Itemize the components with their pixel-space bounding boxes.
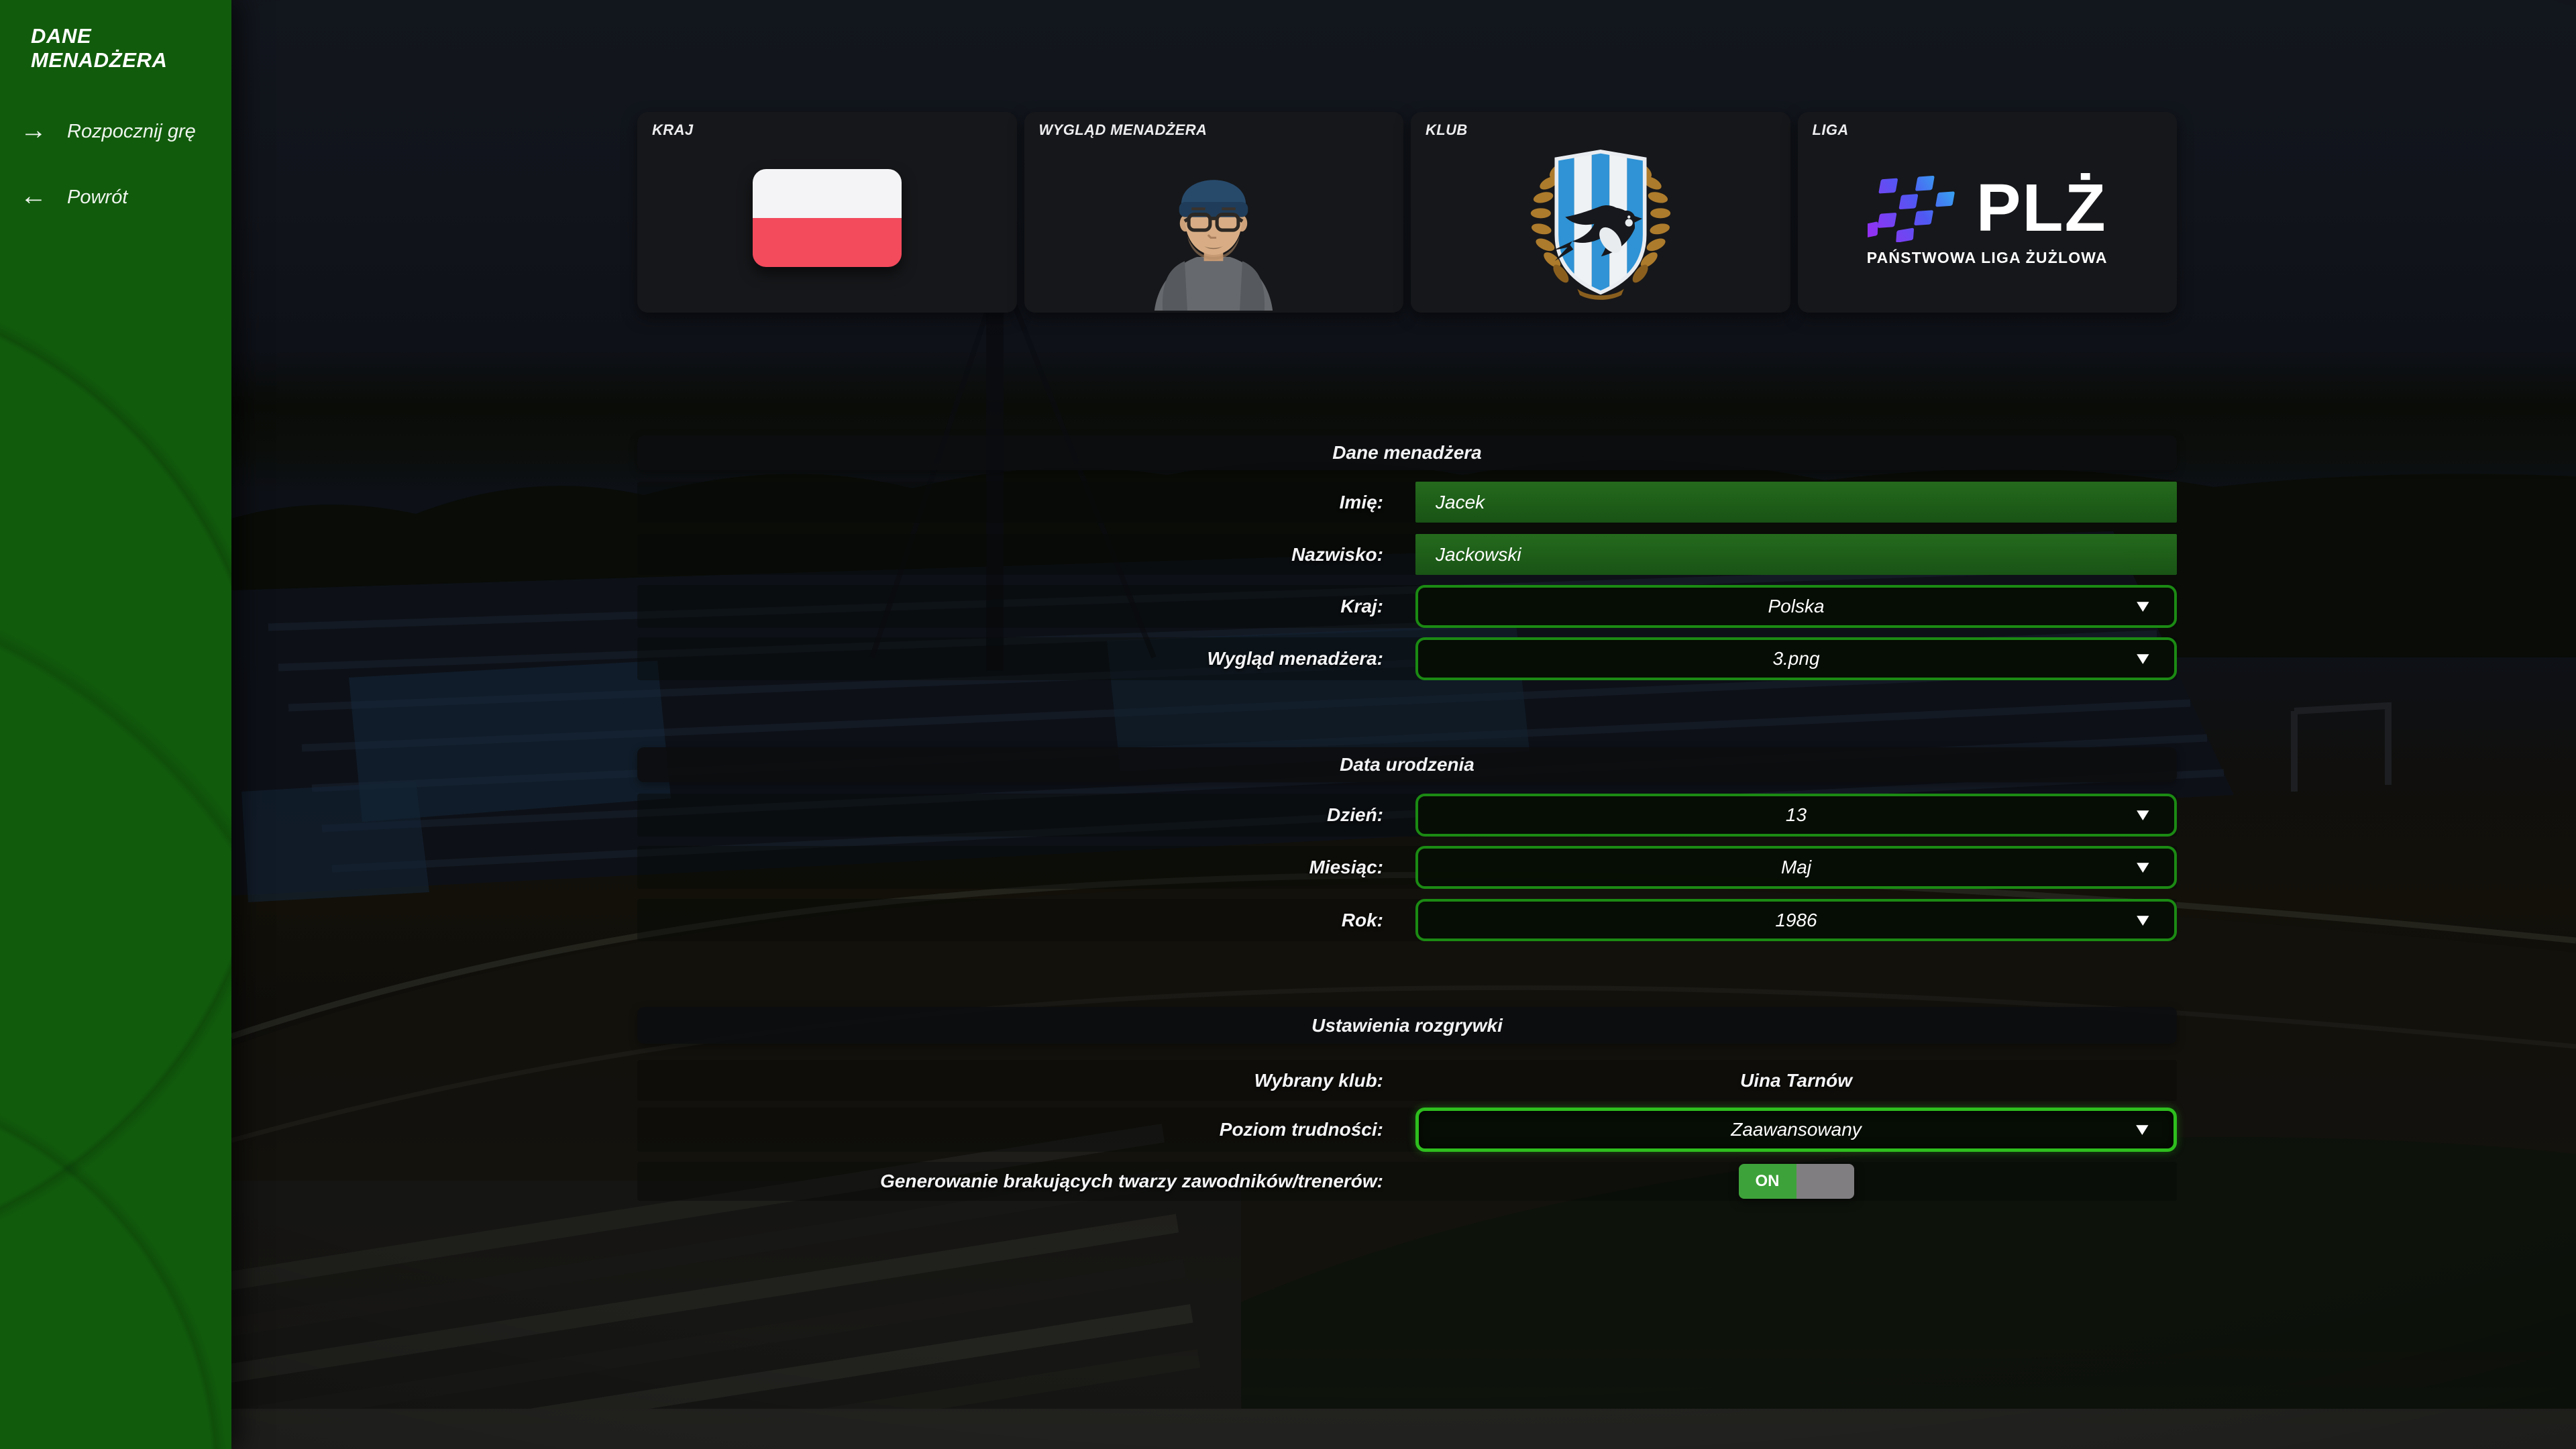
- league-logo-text: PLŻ: [1976, 170, 2107, 246]
- appearance-dropdown[interactable]: 3.png ▼: [1415, 637, 2177, 680]
- plz-checkered-flag-icon: [1867, 176, 1955, 242]
- poland-flag-image: [752, 168, 902, 267]
- first-name-label: Imię:: [1339, 491, 1383, 513]
- row-year: Rok: 1986 ▼: [637, 899, 2177, 941]
- chevron-down-icon: ▼: [2133, 805, 2154, 824]
- row-month: Miesiąc: Maj ▼: [637, 846, 2177, 889]
- row-appearance: Wygląd menadżera: 3.png ▼: [637, 637, 2177, 680]
- appearance-label: Wygląd menadżera:: [1207, 648, 1383, 669]
- month-dropdown[interactable]: Maj ▼: [1415, 846, 2177, 889]
- year-dropdown-value: 1986: [1775, 909, 1817, 930]
- row-selected-club: Wybrany klub: Uina Tarnów: [637, 1060, 2177, 1101]
- manager-form: Dane menadżera Imię: Jacek Nazwisko: Jac…: [637, 435, 2177, 1201]
- page-title: DANE MENADŻERA: [31, 24, 168, 72]
- chevron-down-icon: ▼: [2133, 910, 2154, 929]
- arrow-right-icon: →: [20, 115, 47, 145]
- row-difficulty: Poziom trudności: Zaawansowany ▼: [637, 1108, 2177, 1152]
- generate-faces-label: Generowanie brakujących twarzy zawodnikó…: [880, 1171, 1383, 1191]
- toggle-knob: [1796, 1164, 1854, 1199]
- row-generate-faces: Generowanie brakujących twarzy zawodnikó…: [637, 1162, 2177, 1201]
- card-manager-appearance: WYGLĄD MENADŻERA: [1024, 112, 1403, 313]
- first-name-value: Jacek: [1436, 491, 1485, 513]
- manager-portrait-image: [1155, 179, 1273, 311]
- league-logo: PLŻ PAŃSTWOWA LIGA ŻUŻLOWA: [1867, 174, 2108, 267]
- sidebar-menu: → Rozpocznij grę ← Powrót: [0, 110, 231, 219]
- day-label: Dzień:: [1327, 804, 1383, 825]
- last-name-input[interactable]: Jackowski: [1415, 534, 2177, 575]
- toggle-on-label: ON: [1738, 1164, 1796, 1199]
- card-club-label: KLUB: [1426, 121, 1468, 138]
- card-league-label: LIGA: [1812, 121, 1849, 138]
- league-logo-subtext: PAŃSTWOWA LIGA ŻUŻLOWA: [1866, 249, 2108, 266]
- year-dropdown[interactable]: 1986 ▼: [1415, 899, 2177, 941]
- section-header-birth-date: Data urodzenia: [637, 747, 2177, 782]
- row-first-name: Imię: Jacek: [637, 482, 2177, 523]
- club-crest-image: [1530, 149, 1670, 300]
- chevron-down-icon: ▼: [2132, 1120, 2153, 1139]
- difficulty-dropdown-value: Zaawansowany: [1731, 1119, 1862, 1140]
- day-dropdown[interactable]: 13 ▼: [1415, 794, 2177, 837]
- row-last-name: Nazwisko: Jackowski: [637, 534, 2177, 575]
- day-dropdown-value: 13: [1785, 804, 1807, 825]
- section-header-game-settings: Ustawienia rozgrywki: [637, 1007, 2177, 1044]
- appearance-dropdown-value: 3.png: [1772, 648, 1820, 669]
- card-appearance-label: WYGLĄD MENADŻERA: [1038, 121, 1208, 138]
- country-label: Kraj:: [1340, 596, 1383, 616]
- generate-faces-toggle[interactable]: ON: [1738, 1164, 1854, 1199]
- first-name-input[interactable]: Jacek: [1415, 482, 2177, 523]
- month-dropdown-value: Maj: [1780, 857, 1812, 877]
- country-dropdown-value: Polska: [1768, 596, 1825, 616]
- difficulty-dropdown[interactable]: Zaawansowany ▼: [1415, 1108, 2177, 1152]
- last-name-label: Nazwisko:: [1291, 543, 1383, 565]
- chevron-down-icon: ▼: [2133, 857, 2154, 877]
- selected-club-label: Wybrany klub:: [1254, 1069, 1383, 1091]
- chevron-down-icon: ▼: [2133, 596, 2154, 616]
- country-dropdown[interactable]: Polska ▼: [1415, 585, 2177, 628]
- card-country-label: KRAJ: [652, 121, 694, 138]
- sidebar-item-label: Rozpocznij grę: [67, 120, 196, 142]
- last-name-value: Jackowski: [1436, 543, 1521, 565]
- sidebar-item-label: Powrót: [67, 186, 128, 208]
- card-club: KLUB: [1411, 112, 1790, 313]
- difficulty-label: Poziom trudności:: [1219, 1119, 1383, 1140]
- summary-cards-row: KRAJ WYGLĄD MENADŻERA: [637, 112, 2177, 313]
- row-country: Kraj: Polska ▼: [637, 585, 2177, 628]
- card-country: KRAJ: [637, 112, 1017, 313]
- card-league: LIGA: [1797, 112, 2177, 313]
- selected-club-value: Uina Tarnów: [1740, 1069, 1852, 1091]
- row-day: Dzień: 13 ▼: [637, 794, 2177, 837]
- section-header-manager-data: Dane menadżera: [637, 435, 2177, 470]
- sidebar: DANE MENADŻERA → Rozpocznij grę ← Powrót: [0, 0, 231, 1449]
- sidebar-item-start-game[interactable]: → Rozpocznij grę: [0, 110, 231, 153]
- year-label: Rok:: [1341, 909, 1383, 930]
- chevron-down-icon: ▼: [2133, 649, 2154, 668]
- month-label: Miesiąc:: [1309, 857, 1384, 877]
- arrow-left-icon: ←: [20, 181, 47, 211]
- sidebar-item-back[interactable]: ← Powrót: [0, 176, 231, 219]
